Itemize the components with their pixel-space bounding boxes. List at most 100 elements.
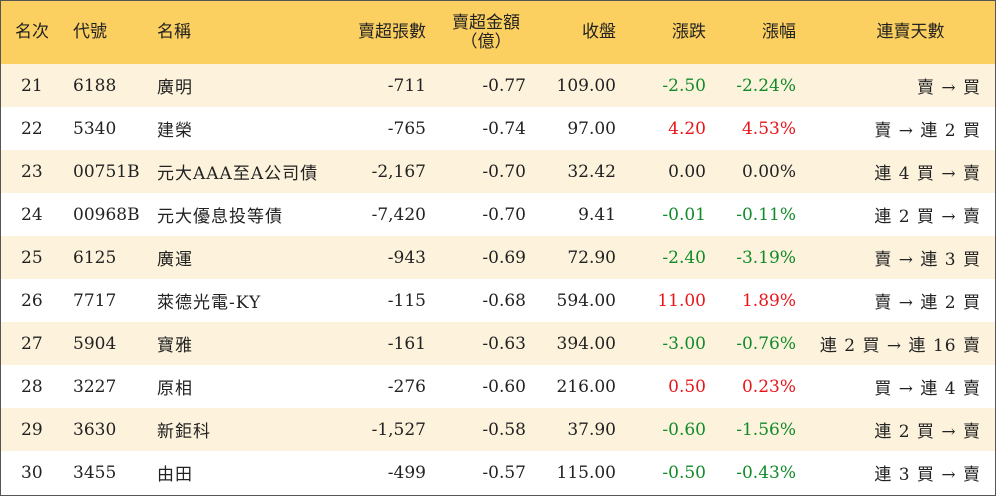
cell-code[interactable]: 3630 [73,419,117,440]
cell-streak: 連 3 買 → 賣 [874,465,981,485]
table-row[interactable]: 23 00751B 元大AAA至A公司債 -2,167 -0.70 32.42 … [1,150,995,193]
cell-net-sell-amount: -0.74 [482,118,526,139]
cell-net-sell-amount: -0.70 [482,161,526,182]
header-close[interactable]: 收盤 [582,22,616,42]
cell-net-sell-shares: -276 [387,376,426,397]
table-header: 名次 代號 名稱 賣超張數 賣超金額 （億） 收盤 漲跌 漲幅 連賣天數 [1,1,995,64]
cell-name[interactable]: 萊德光電-KY [157,293,262,313]
table-body: 21 6188 廣明 -711 -0.77 109.00 -2.50 -2.24… [1,64,995,494]
cell-streak: 連 4 買 → 賣 [874,164,981,184]
cell-change: -3.00 [662,333,706,354]
cell-name[interactable]: 廣明 [157,78,193,98]
cell-net-sell-amount: -0.70 [482,204,526,225]
cell-name[interactable]: 建榮 [157,121,193,141]
cell-rank: 29 [21,419,43,440]
cell-pct: -0.11% [736,204,796,225]
table-row[interactable]: 24 00968B 元大優息投等債 -7,420 -0.70 9.41 -0.0… [1,193,995,236]
table-row[interactable]: 28 3227 原相 -276 -0.60 216.00 0.50 0.23% … [1,365,995,408]
cell-close: 37.90 [567,419,616,440]
cell-pct: -3.19% [736,247,796,268]
cell-pct: 4.53% [741,118,796,139]
cell-code[interactable]: 3455 [73,462,117,483]
cell-change: -2.50 [662,75,706,96]
cell-net-sell-shares: -7,420 [371,204,426,225]
cell-net-sell-amount: -0.69 [482,247,526,268]
cell-net-sell-shares: -499 [387,462,426,483]
table-row[interactable]: 22 5340 建榮 -765 -0.74 97.00 4.20 4.53% 賣… [1,107,995,150]
cell-name[interactable]: 寶雅 [157,336,193,356]
cell-streak: 賣 → 買 [916,78,981,98]
cell-rank: 23 [21,161,43,182]
cell-name[interactable]: 由田 [157,465,193,485]
cell-streak: 賣 → 連 3 買 [874,250,981,270]
cell-close: 115.00 [556,462,616,483]
cell-pct: -2.24% [736,75,796,96]
cell-name[interactable]: 廣運 [157,250,193,270]
cell-net-sell-amount: -0.58 [482,419,526,440]
cell-streak: 連 2 買 → 賣 [874,207,981,227]
table-row[interactable]: 27 5904 寶雅 -161 -0.63 394.00 -3.00 -0.76… [1,322,995,365]
table-row[interactable]: 30 3455 由田 -499 -0.57 115.00 -0.50 -0.43… [1,451,995,494]
cell-change: -0.01 [662,204,706,225]
cell-net-sell-amount: -0.68 [482,290,526,311]
cell-net-sell-shares: -115 [387,290,426,311]
cell-close: 9.41 [578,204,616,225]
cell-change: -2.40 [662,247,706,268]
cell-code[interactable]: 00968B [73,204,140,225]
cell-code[interactable]: 6188 [73,75,117,96]
table-row[interactable]: 25 6125 廣運 -943 -0.69 72.90 -2.40 -3.19%… [1,236,995,279]
header-pct[interactable]: 漲幅 [762,22,796,42]
cell-change: 0.00 [668,161,706,182]
cell-name[interactable]: 元大AAA至A公司債 [157,164,319,184]
cell-pct: 0.23% [741,376,796,397]
cell-code[interactable]: 7717 [73,290,117,311]
cell-net-sell-shares: -943 [387,247,426,268]
table-row[interactable]: 26 7717 萊德光電-KY -115 -0.68 594.00 11.00 … [1,279,995,322]
cell-rank: 24 [21,204,43,225]
cell-close: 97.00 [567,118,616,139]
cell-net-sell-amount: -0.60 [482,376,526,397]
cell-code[interactable]: 3227 [73,376,117,397]
cell-pct: -1.56% [736,419,796,440]
cell-change: 4.20 [668,118,706,139]
header-streak[interactable]: 連賣天數 [876,22,945,42]
cell-name[interactable]: 原相 [157,379,193,399]
header-code[interactable]: 代號 [73,22,107,42]
cell-net-sell-shares: -711 [387,75,426,96]
header-rank[interactable]: 名次 [15,22,49,42]
cell-pct: -0.76% [736,333,796,354]
cell-close: 594.00 [556,290,616,311]
header-change[interactable]: 漲跌 [672,22,706,42]
table-row[interactable]: 21 6188 廣明 -711 -0.77 109.00 -2.50 -2.24… [1,64,995,107]
cell-rank: 22 [21,118,43,139]
cell-code[interactable]: 5904 [73,333,117,354]
header-net-sell-shares[interactable]: 賣超張數 [358,22,426,42]
cell-streak: 買 → 連 4 賣 [874,379,981,399]
cell-streak: 賣 → 連 2 買 [874,121,981,141]
cell-close: 216.00 [556,376,616,397]
cell-change: -0.50 [662,462,706,483]
cell-name[interactable]: 新鉅科 [157,422,211,442]
header-name[interactable]: 名稱 [157,22,191,42]
table-row[interactable]: 29 3630 新鉅科 -1,527 -0.58 37.90 -0.60 -1.… [1,408,995,451]
cell-code[interactable]: 5340 [73,118,117,139]
cell-net-sell-amount: -0.57 [482,462,526,483]
cell-code[interactable]: 00751B [73,161,140,182]
cell-rank: 25 [21,247,43,268]
header-net-sell-amount-line1: 賣超金額 [452,12,520,33]
cell-close: 109.00 [556,75,616,96]
cell-streak: 連 2 買 → 賣 [874,422,981,442]
cell-rank: 28 [21,376,43,397]
cell-change: -0.60 [662,419,706,440]
cell-code[interactable]: 6125 [73,247,117,268]
cell-name[interactable]: 元大優息投等債 [157,207,283,227]
header-net-sell-amount[interactable]: 賣超金額 （億） [436,1,536,64]
cell-close: 32.42 [567,161,616,182]
cell-close: 394.00 [556,333,616,354]
cell-net-sell-shares: -161 [387,333,426,354]
cell-pct: -0.43% [736,462,796,483]
cell-net-sell-shares: -765 [387,118,426,139]
cell-net-sell-shares: -1,527 [371,419,426,440]
